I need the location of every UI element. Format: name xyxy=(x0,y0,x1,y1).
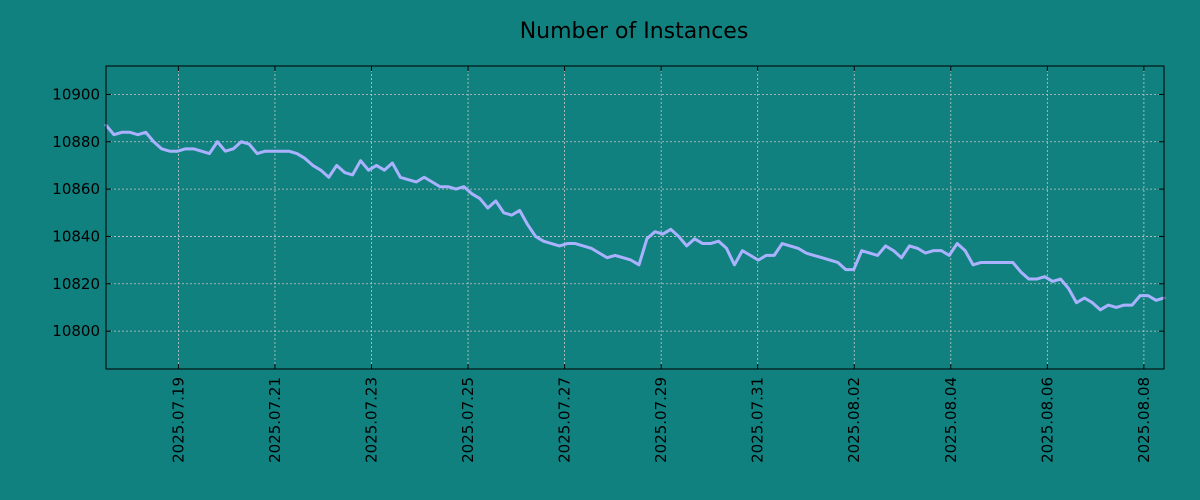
y-tick-label: 10820 xyxy=(52,275,100,293)
chart-title: Number of Instances xyxy=(520,19,749,44)
x-tick-label: 2025.07.31 xyxy=(749,377,767,463)
x-tick-label: 2025.07.21 xyxy=(266,377,284,463)
x-tick-label: 2025.08.06 xyxy=(1038,377,1056,463)
x-tick-label: 2025.08.02 xyxy=(845,377,863,463)
y-tick-label: 10860 xyxy=(52,180,100,198)
x-tick-label: 2025.07.19 xyxy=(169,377,187,463)
y-tick-label: 10880 xyxy=(52,133,100,151)
series-layer xyxy=(104,123,1166,312)
y-tick-label: 10900 xyxy=(52,85,100,103)
grid-lines xyxy=(106,66,1164,369)
x-tick-label: 2025.08.04 xyxy=(942,377,960,463)
series-line-0 xyxy=(104,123,1166,312)
x-tick-label: 2025.07.23 xyxy=(363,377,381,463)
x-tick-label: 2025.07.25 xyxy=(459,377,477,463)
plot-frame xyxy=(105,65,1165,370)
x-tick-label: 2025.07.29 xyxy=(652,377,670,463)
x-tick-label: 2025.07.27 xyxy=(556,377,574,463)
x-tick-label: 2025.08.08 xyxy=(1135,377,1153,463)
y-tick-label: 10840 xyxy=(52,227,100,245)
axes: 10800 10820 10840 10860 10880 10900 2025.07.19… xyxy=(52,66,1164,463)
y-tick-label: 10800 xyxy=(52,322,100,340)
